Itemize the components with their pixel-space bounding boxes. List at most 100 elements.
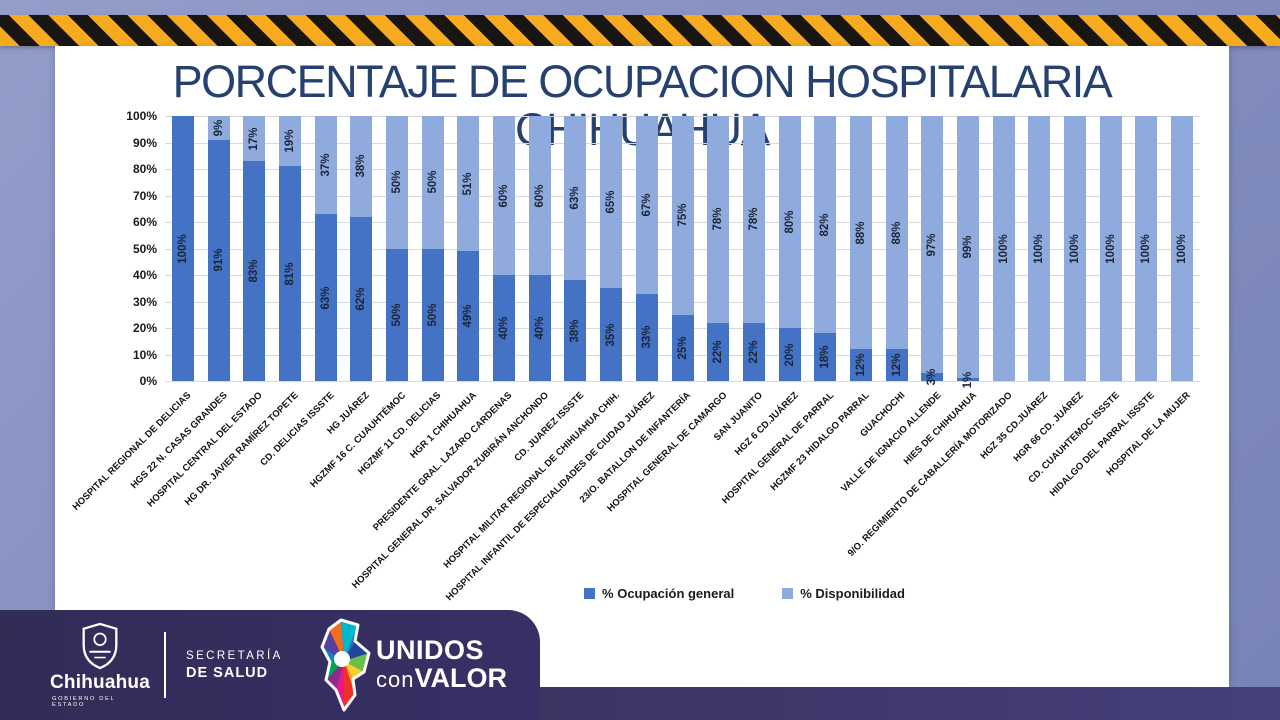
gobierno-logo: Chihuahua GOBIERNO DEL ESTADO bbox=[50, 622, 150, 708]
bar-value-label: 22% bbox=[747, 340, 760, 364]
bar-segment-disponibilidad: 19% bbox=[278, 116, 301, 167]
bar-segment-disponibilidad: 67% bbox=[635, 116, 658, 294]
y-axis-tick-label: 10% bbox=[132, 347, 157, 362]
stacked-bar: 97% 3% bbox=[921, 116, 944, 385]
bar-segment-disponibilidad: 88% bbox=[849, 116, 872, 350]
bar-value-label: 22% bbox=[712, 340, 725, 364]
stacked-bar: 50% 50% bbox=[421, 116, 444, 381]
bar-segment-ocupacion: 50% bbox=[385, 248, 408, 381]
stacked-bar: 100% bbox=[1099, 116, 1122, 381]
chart-card: PORCENTAJE DE OCUPACION HOSPITALARIA CHI… bbox=[55, 46, 1229, 687]
bar-value-label: 81% bbox=[283, 262, 296, 286]
y-axis-tick-label: 30% bbox=[132, 294, 157, 309]
bar-value-label: 63% bbox=[569, 186, 582, 210]
bar-segment-disponibilidad: 50% bbox=[385, 116, 408, 249]
stacked-bar: 88% 12% bbox=[849, 116, 872, 381]
legend-swatch-ocupacion-icon bbox=[584, 588, 596, 599]
bar-value-label: 78% bbox=[712, 207, 725, 231]
bar-segment-ocupacion: 1% bbox=[957, 371, 980, 388]
stacked-bar: 82% 18% bbox=[814, 116, 837, 381]
stacked-bar: 100% bbox=[1135, 116, 1158, 381]
bar-value-label: 83% bbox=[248, 259, 261, 283]
secretaria-block: SECRETARÍA DE SALUD bbox=[186, 650, 282, 681]
bar-segment-disponibilidad: 82% bbox=[814, 116, 837, 334]
bar-value-label: 12% bbox=[854, 353, 867, 377]
bar-value-label: 63% bbox=[319, 286, 332, 310]
bar-value-label: 65% bbox=[605, 190, 618, 214]
bar-segment-ocupacion: 12% bbox=[885, 349, 908, 381]
stacked-bar: 100% bbox=[1064, 116, 1087, 381]
y-axis-tick-label: 20% bbox=[132, 321, 157, 335]
bar-value-label: 9% bbox=[212, 119, 225, 137]
stacked-bar: 100% bbox=[1028, 116, 1051, 381]
bar-segment-ocupacion: 35% bbox=[600, 288, 623, 381]
caution-stripe-band bbox=[0, 15, 1280, 46]
bar-segment-disponibilidad: 63% bbox=[564, 116, 587, 281]
bar-segment-disponibilidad: 60% bbox=[493, 116, 516, 275]
legend-label-disponibilidad: % Disponibilidad bbox=[800, 586, 905, 601]
stacked-bar: 60% 40% bbox=[493, 116, 516, 381]
stacked-bar: 78% 22% bbox=[742, 116, 765, 381]
gridline bbox=[165, 381, 1200, 382]
bar-segment-ocupacion: 22% bbox=[707, 322, 730, 381]
bar-value-label: 25% bbox=[676, 336, 689, 360]
y-axis-labels: 100% 90% 80% 70% 60% 50% 40% 30% 20% 10% 0% bbox=[91, 109, 157, 388]
bar-value-label: 88% bbox=[890, 221, 903, 245]
legend-swatch-disponibilidad-icon bbox=[782, 588, 794, 599]
bar-value-label: 82% bbox=[819, 213, 832, 237]
bar-segment-disponibilidad: 99% bbox=[957, 116, 980, 379]
legend-item-ocupacion: % Ocupación general bbox=[584, 586, 734, 601]
bar-segment-ocupacion: 22% bbox=[742, 322, 765, 381]
legend-item-disponibilidad: % Disponibilidad bbox=[782, 586, 905, 601]
bar-value-label: 33% bbox=[640, 325, 653, 349]
secretaria-line2: DE SALUD bbox=[186, 664, 269, 681]
bar-segment-disponibilidad: 97% bbox=[921, 116, 944, 374]
bar-segment-disponibilidad: 65% bbox=[600, 116, 623, 289]
stacked-bar: 99% 1% bbox=[957, 116, 980, 388]
bar-value-label: 18% bbox=[819, 345, 832, 369]
bar-value-label: 100% bbox=[1140, 233, 1153, 264]
bar-segment-ocupacion: 3% bbox=[921, 369, 944, 385]
bar-value-label: 50% bbox=[390, 170, 403, 194]
y-axis-tick-label: 60% bbox=[132, 215, 157, 229]
bar-segment-ocupacion: 63% bbox=[314, 214, 337, 381]
bar-value-label: 67% bbox=[640, 193, 653, 217]
bar-value-label: 38% bbox=[569, 319, 582, 343]
bar-segment-ocupacion: 40% bbox=[493, 275, 516, 381]
legend-label-ocupacion: % Ocupación general bbox=[602, 586, 735, 601]
bar-segment-disponibilidad: 37% bbox=[314, 116, 337, 215]
bar-value-label: 19% bbox=[283, 129, 296, 153]
y-axis-tick-label: 50% bbox=[132, 241, 157, 256]
bar-value-label: 75% bbox=[676, 203, 689, 227]
bar-value-label: 60% bbox=[498, 183, 511, 208]
bar-value-label: 100% bbox=[1176, 233, 1189, 264]
bar-value-label: 100% bbox=[176, 233, 189, 264]
bar-segment-ocupacion: 91% bbox=[207, 139, 230, 381]
bar-segment-disponibilidad: 78% bbox=[707, 116, 730, 323]
bar-value-label: 3% bbox=[926, 368, 939, 386]
bar-segment-disponibilidad: 50% bbox=[421, 116, 444, 249]
bar-value-label: 38% bbox=[355, 154, 368, 178]
y-axis-tick-label: 90% bbox=[132, 135, 157, 150]
footer: Chihuahua GOBIERNO DEL ESTADO SECRETARÍA… bbox=[0, 610, 540, 720]
stacked-bar: 63% 38% bbox=[564, 116, 587, 381]
stacked-bar: 38% 62% bbox=[350, 116, 373, 381]
stacked-bar: 75% 25% bbox=[671, 116, 694, 381]
bar-value-label: 50% bbox=[426, 303, 439, 327]
stacked-bar: 60% 40% bbox=[528, 116, 551, 381]
campaign-word2-light: con bbox=[376, 667, 415, 692]
bar-segment-disponibilidad: 9% bbox=[207, 116, 230, 140]
bar-value-label: 35% bbox=[605, 323, 618, 347]
campaign-word2: conVALOR bbox=[376, 664, 507, 694]
secretaria-line1: SECRETARÍA bbox=[186, 649, 283, 662]
campaign-word2-bold: VALOR bbox=[414, 663, 507, 693]
stacked-bar: 100% bbox=[992, 116, 1015, 381]
bar-segment-disponibilidad: 60% bbox=[528, 116, 551, 275]
stacked-bar: 78% 22% bbox=[707, 116, 730, 381]
bar-value-label: 100% bbox=[1104, 233, 1117, 264]
bar-segment-disponibilidad: 38% bbox=[350, 116, 373, 217]
bar-segment-disponibilidad: 100% bbox=[1135, 116, 1158, 381]
bar-value-label: 99% bbox=[962, 235, 975, 259]
stacked-bar: 100% bbox=[171, 116, 194, 381]
bar-value-label: 50% bbox=[390, 303, 403, 327]
